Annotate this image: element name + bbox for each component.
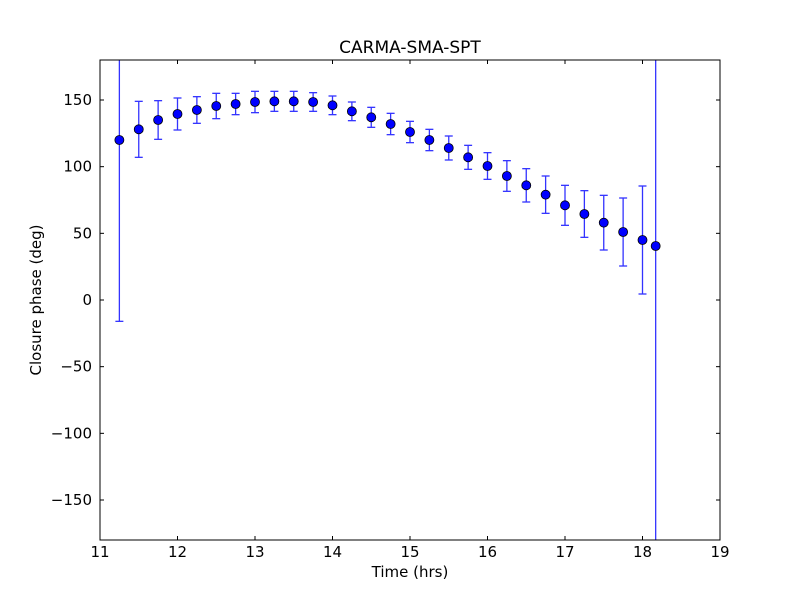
data-point — [482, 161, 493, 171]
data-point — [327, 100, 338, 111]
data-point — [521, 180, 532, 191]
chart-title: CARMA-SMA-SPT — [339, 38, 481, 58]
data-point — [463, 152, 474, 163]
data-point — [443, 143, 454, 153]
data-point — [618, 227, 629, 237]
y-tick-label: 50 — [73, 224, 92, 242]
y-axis-label: Closure phase (deg) — [27, 225, 45, 376]
data-point — [250, 97, 260, 107]
x-axis-label: Time (hrs) — [371, 563, 449, 581]
x-tick-label: 11 — [90, 543, 109, 561]
x-tick-label: 13 — [245, 543, 264, 561]
x-tick-label: 15 — [400, 543, 419, 561]
x-tick-label: 16 — [478, 543, 497, 561]
data-point — [540, 189, 551, 200]
data-point — [288, 96, 299, 107]
data-point — [308, 97, 319, 107]
y-tick-label: −100 — [51, 424, 92, 442]
data-point — [385, 119, 396, 129]
data-point — [133, 124, 144, 135]
y-tick-label: 150 — [63, 91, 92, 109]
x-tick-label: 12 — [168, 543, 187, 561]
axes-frame — [99, 59, 721, 541]
x-tick-label: 14 — [323, 543, 342, 561]
data-point — [191, 105, 202, 115]
plot-area — [114, 60, 661, 540]
data-point — [637, 235, 648, 245]
x-tick-label: 19 — [710, 543, 729, 561]
x-tick-label: 18 — [633, 543, 652, 561]
y-tick-label: −50 — [60, 358, 92, 376]
data-point — [153, 115, 164, 125]
data-point — [211, 101, 222, 111]
data-point — [501, 171, 512, 181]
axis-ticks: 11 12 13 14 15 16 17 18 19 −150 −100 −50 0 50 100 150 — [51, 60, 730, 561]
data-point — [346, 106, 357, 117]
data-point — [598, 217, 609, 228]
data-point — [560, 200, 570, 211]
y-tick-label: 0 — [82, 291, 92, 309]
y-tick-label: 100 — [63, 158, 92, 176]
x-tick-label: 17 — [555, 543, 574, 561]
data-point — [269, 96, 280, 107]
data-point — [424, 135, 435, 145]
data-point — [405, 127, 415, 137]
data-point — [366, 112, 377, 123]
data-point — [172, 109, 183, 119]
data-point — [230, 99, 241, 109]
data-point — [114, 135, 125, 145]
data-point — [650, 241, 661, 251]
data-point — [579, 209, 590, 219]
y-tick-label: −150 — [51, 491, 92, 509]
